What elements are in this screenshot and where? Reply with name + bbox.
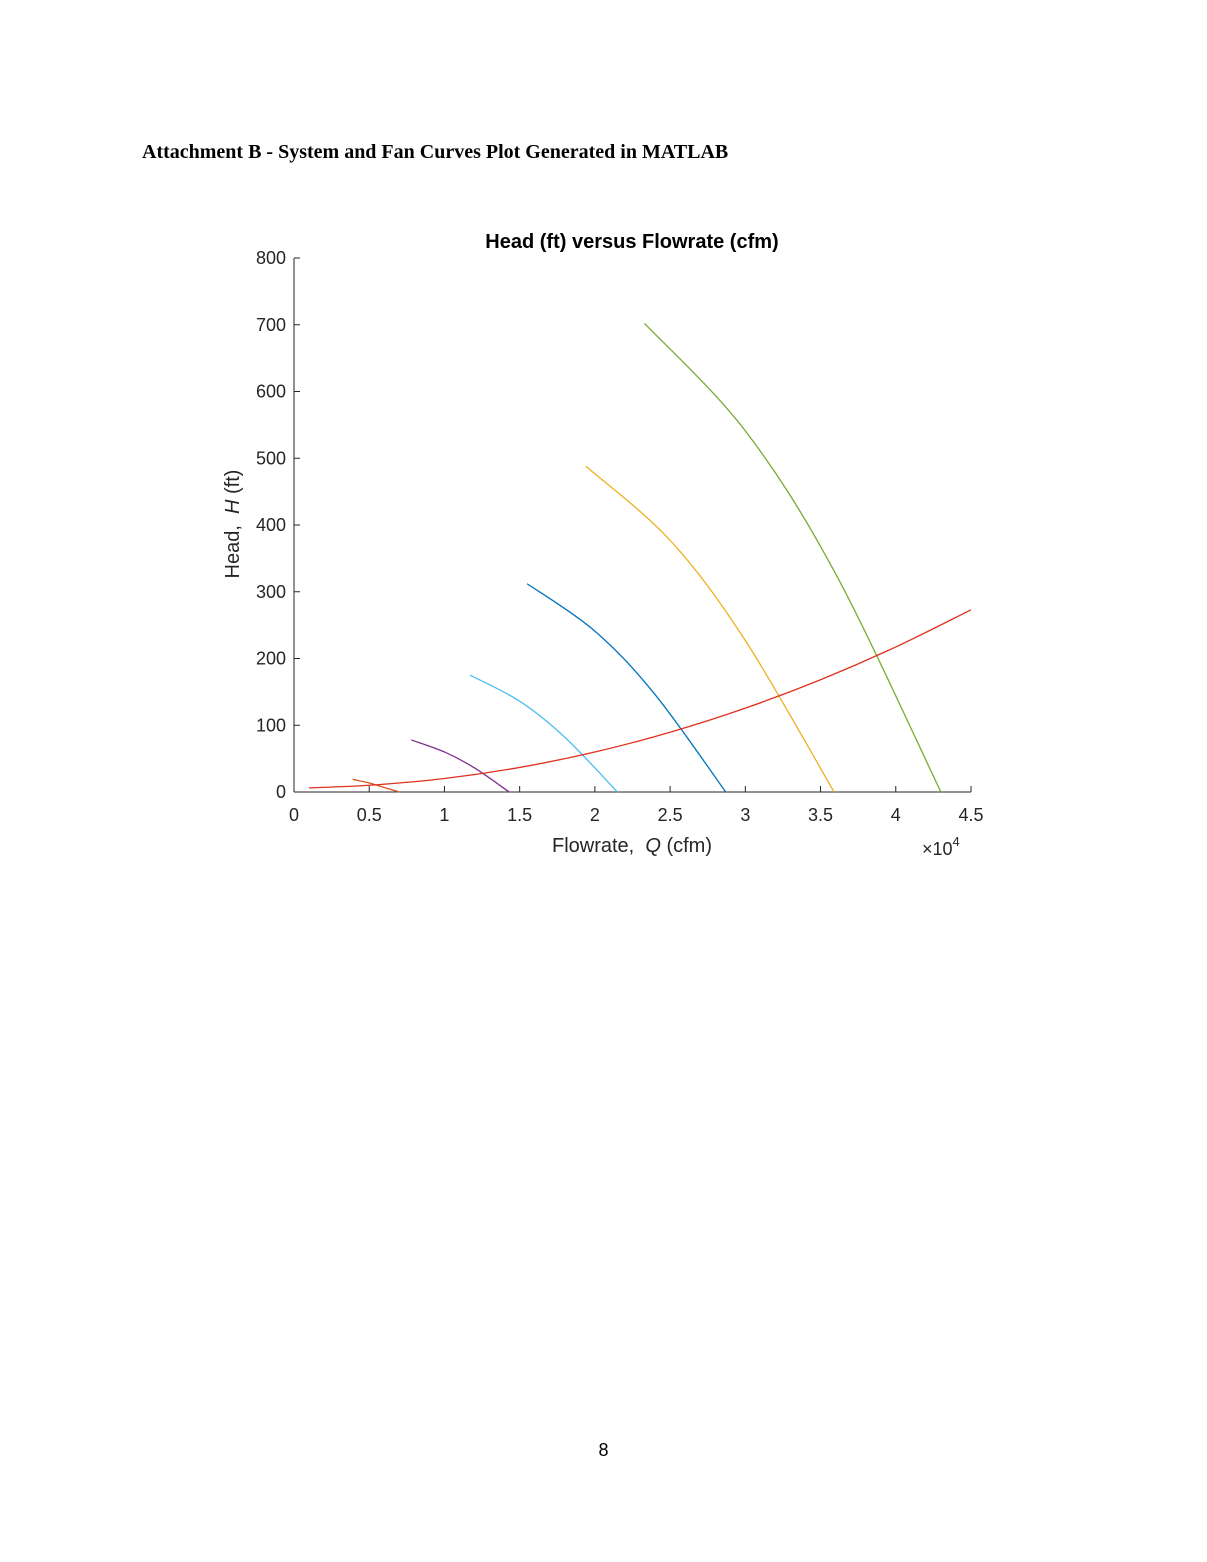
y-tick-label: 300: [256, 582, 286, 602]
y-axis-label-unit: (ft): [222, 470, 244, 500]
y-tick-label: 400: [256, 515, 286, 535]
page-number: 8: [598, 1440, 609, 1460]
x-exponent-label: ×104: [922, 834, 960, 859]
series-line-4: [526, 583, 727, 793]
x-axis-label-unit: (cfm): [661, 835, 712, 857]
x-exponent-base: ×10: [922, 839, 953, 859]
x-tick-label: 4.5: [958, 805, 983, 825]
y-tick-label: 0: [276, 782, 286, 802]
series-line-6: [644, 322, 942, 793]
series-line-5: [585, 465, 835, 793]
x-tick-label: 1.5: [507, 805, 532, 825]
attachment-heading: Attachment B - System and Fan Curves Plo…: [142, 141, 729, 163]
series-line-3: [469, 674, 618, 793]
x-tick-label: 2: [590, 805, 600, 825]
series-layer: [309, 322, 972, 793]
y-tick-label: 800: [256, 248, 286, 268]
x-tick-label: 4: [891, 805, 901, 825]
y-axis-label-text: Head,: [222, 514, 244, 578]
series-line-7: [309, 609, 972, 789]
x-tick-label: 1: [439, 805, 449, 825]
x-tick-label: 3: [740, 805, 750, 825]
y-tick-label: 100: [256, 715, 286, 735]
y-tick-label: 600: [256, 382, 286, 402]
x-tick-label: 0.5: [357, 805, 382, 825]
x-tick-label: 2.5: [658, 805, 683, 825]
y-axis-label-symbol: H: [222, 499, 244, 514]
axes: 0 0.5 1 1.5 2 2.5 3 3.5 4 4.5 0 100 200 300 400 500 600 7…: [256, 248, 984, 825]
y-axis-label: Head, H (ft): [222, 470, 244, 579]
chart-title: Head (ft) versus Flowrate (cfm): [485, 231, 778, 253]
y-tick-label: 200: [256, 649, 286, 669]
x-tick-label: 3.5: [808, 805, 833, 825]
x-tick-label: 0: [289, 805, 299, 825]
series-line-2: [411, 739, 510, 793]
y-tick-label: 700: [256, 315, 286, 335]
x-axis-label-symbol: Q: [645, 835, 661, 857]
x-exponent-power: 4: [953, 834, 960, 849]
y-tick-label: 500: [256, 448, 286, 468]
x-axis-label: Flowrate, Q (cfm): [552, 835, 712, 857]
x-axis-label-text: Flowrate,: [552, 835, 645, 857]
